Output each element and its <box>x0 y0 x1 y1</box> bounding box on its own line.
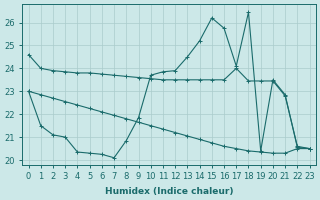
X-axis label: Humidex (Indice chaleur): Humidex (Indice chaleur) <box>105 187 233 196</box>
